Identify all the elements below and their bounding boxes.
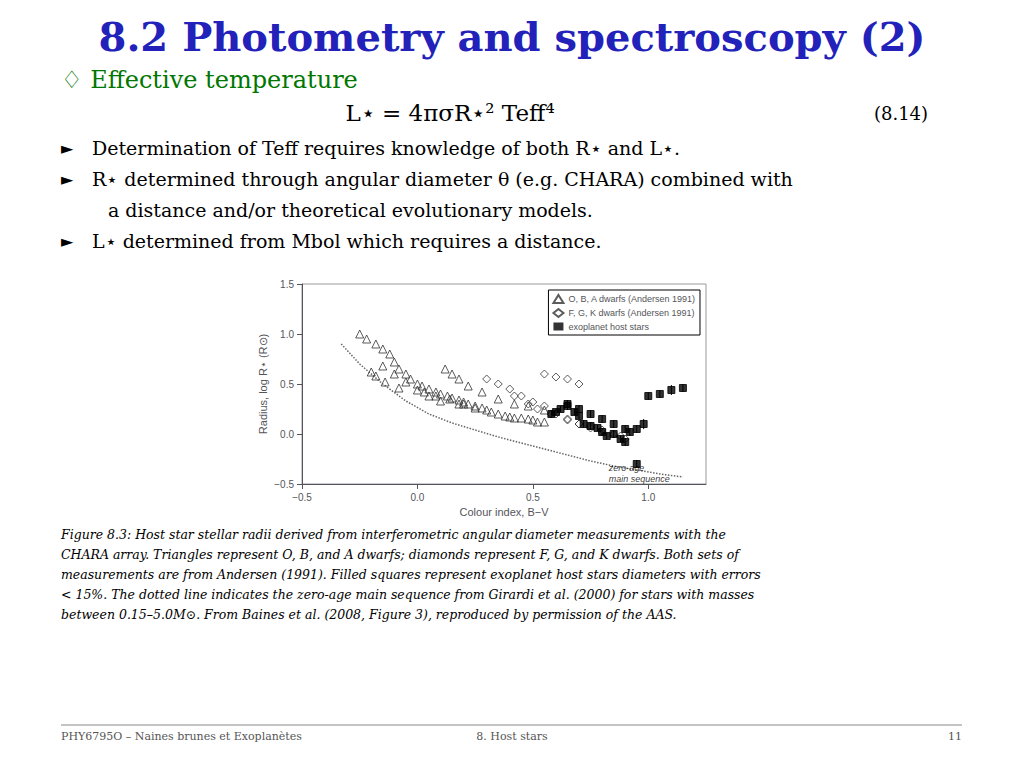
svg-text:Colour index, B−V: Colour index, B−V xyxy=(460,506,550,518)
svg-text:O, B, A dwarfs (Andersen 1991): O, B, A dwarfs (Andersen 1991) xyxy=(568,294,695,304)
svg-text:8. Host stars: 8. Host stars xyxy=(476,730,548,743)
svg-text:L⋆ determined from Mbol which: L⋆ determined from Mbol which requires a… xyxy=(92,230,601,252)
svg-text:0.5: 0.5 xyxy=(526,492,540,503)
svg-text:1.0: 1.0 xyxy=(641,492,655,503)
svg-text:−0.5: −0.5 xyxy=(274,479,294,490)
svg-text:−0.5: −0.5 xyxy=(292,492,312,503)
svg-text:►: ► xyxy=(61,232,74,251)
svg-text:11: 11 xyxy=(948,730,962,743)
svg-text:Radius, log R⋆ (R⊙): Radius, log R⋆ (R⊙) xyxy=(257,334,269,434)
svg-text:►: ► xyxy=(61,139,74,158)
svg-text:0.0: 0.0 xyxy=(410,492,424,503)
svg-text:8.2 Photometry and spectroscop: 8.2 Photometry and spectroscopy (2) xyxy=(99,13,926,60)
svg-text:1.0: 1.0 xyxy=(280,329,294,340)
svg-text:♢ Effective temperature: ♢ Effective temperature xyxy=(61,66,358,94)
svg-text:R⋆ determined through angular: R⋆ determined through angular diameter θ… xyxy=(92,168,793,190)
svg-text:0.5: 0.5 xyxy=(280,379,294,390)
svg-text:0.0: 0.0 xyxy=(280,429,294,440)
svg-text:F, G, K dwarfs (Andersen 1991): F, G, K dwarfs (Andersen 1991) xyxy=(568,308,694,318)
svg-text:between 0.15–5.0M⊙. From Baine: between 0.15–5.0M⊙. From Baines et al. (… xyxy=(61,607,677,622)
svg-text:Determination of Teff requires: Determination of Teff requires knowledge… xyxy=(92,137,680,159)
svg-text:a distance and/or theoretical: a distance and/or theoretical evolutiona… xyxy=(108,199,593,221)
svg-text:CHARA array. Triangles represe: CHARA array. Triangles represent O, B, a… xyxy=(61,547,741,562)
svg-text:L⋆ = 4πσR⋆² Teff⁴: L⋆ = 4πσR⋆² Teff⁴ xyxy=(345,100,554,126)
svg-text:main sequence: main sequence xyxy=(609,474,670,484)
svg-text:PHY6795O – Naines brunes et Ex: PHY6795O – Naines brunes et Exoplanètes xyxy=(61,730,302,743)
svg-text:measurements are from Andersen: measurements are from Andersen (1991). F… xyxy=(61,567,761,582)
svg-text:Figure 8.3: Host star stellar: Figure 8.3: Host star stellar radii deri… xyxy=(60,527,726,542)
svg-text:►: ► xyxy=(61,170,74,189)
svg-text:< 15%. The dotted line indicat: < 15%. The dotted line indicates the zer… xyxy=(61,587,754,602)
svg-text:zero-age: zero-age xyxy=(608,463,645,473)
svg-text:1.5: 1.5 xyxy=(280,279,294,290)
svg-text:(8.14): (8.14) xyxy=(874,103,928,124)
svg-text:exoplanet host stars: exoplanet host stars xyxy=(568,322,649,332)
